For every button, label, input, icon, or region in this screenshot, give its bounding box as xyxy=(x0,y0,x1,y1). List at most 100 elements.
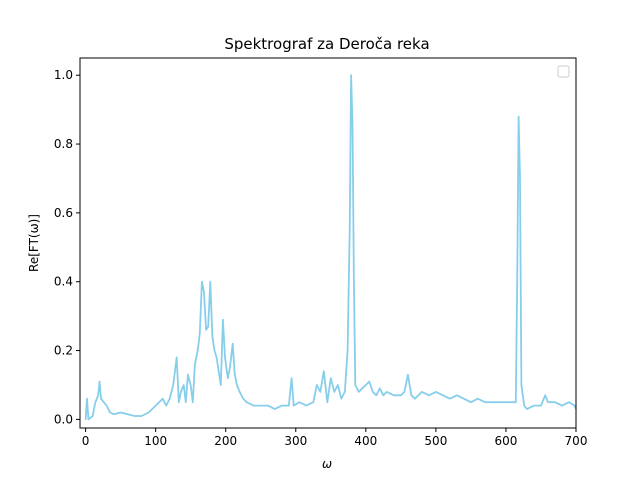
data-point xyxy=(477,398,479,400)
data-point xyxy=(87,418,89,420)
data-point xyxy=(274,408,276,410)
data-point xyxy=(94,401,96,403)
data-point xyxy=(158,401,160,403)
data-point xyxy=(106,405,108,407)
data-point xyxy=(337,384,339,386)
data-point xyxy=(205,329,207,331)
y-tick-label: 0.8 xyxy=(54,137,73,151)
data-point xyxy=(134,415,136,417)
data-point xyxy=(141,415,143,417)
data-point xyxy=(382,394,384,396)
data-point xyxy=(519,177,521,180)
data-point xyxy=(442,394,444,396)
data-point xyxy=(319,391,321,393)
data-point xyxy=(236,384,238,386)
data-point xyxy=(85,418,87,420)
data-point xyxy=(523,405,525,407)
x-tick-label: 600 xyxy=(494,434,517,448)
data-point xyxy=(194,363,196,365)
data-point xyxy=(209,281,211,283)
data-point xyxy=(109,411,111,414)
data-point xyxy=(92,415,94,417)
data-point xyxy=(533,405,535,407)
y-tick-label: 0.4 xyxy=(54,275,73,289)
data-point xyxy=(498,401,500,403)
data-point xyxy=(386,391,388,393)
data-point xyxy=(544,394,546,396)
data-point xyxy=(410,394,412,396)
data-point xyxy=(400,394,402,396)
data-point xyxy=(232,343,234,345)
data-point xyxy=(340,398,342,400)
x-axis-ticks: 0 100 200 300 400 500 600 700 xyxy=(82,428,588,448)
data-point xyxy=(414,398,416,400)
data-point xyxy=(253,405,255,407)
x-tick-label: 700 xyxy=(565,434,588,448)
data-point xyxy=(407,374,409,376)
data-point xyxy=(148,411,150,414)
series-line xyxy=(84,74,577,421)
data-point xyxy=(574,405,576,407)
data-point xyxy=(293,405,295,407)
data-point xyxy=(229,367,231,369)
data-point xyxy=(281,405,283,407)
plot-area xyxy=(84,74,577,421)
data-point xyxy=(456,394,458,396)
data-point xyxy=(178,401,180,403)
data-point xyxy=(353,281,355,283)
data-point xyxy=(421,391,423,393)
chart-title: Spektrograf za Deroča reka xyxy=(224,35,429,53)
data-point xyxy=(368,380,370,383)
data-point xyxy=(515,401,517,403)
data-point xyxy=(234,374,236,376)
data-point xyxy=(323,370,325,372)
data-point xyxy=(113,413,115,415)
data-point xyxy=(435,391,437,393)
x-axis-label: ω xyxy=(322,457,332,471)
data-point xyxy=(518,115,520,118)
data-point xyxy=(333,391,335,393)
data-point xyxy=(449,398,451,400)
data-point xyxy=(218,370,220,372)
data-point xyxy=(298,401,300,403)
data-point xyxy=(463,398,465,400)
data-point xyxy=(213,350,216,352)
x-tick-label: 500 xyxy=(424,434,447,448)
data-point xyxy=(561,405,563,407)
data-point xyxy=(379,387,381,389)
data-point xyxy=(349,229,351,231)
data-point xyxy=(127,413,129,415)
data-point xyxy=(199,332,201,334)
data-point xyxy=(187,374,189,376)
data-point xyxy=(201,281,203,283)
data-point xyxy=(350,74,352,76)
data-point xyxy=(330,377,332,379)
data-point xyxy=(358,391,360,393)
data-point xyxy=(568,401,570,403)
data-point xyxy=(351,122,354,124)
data-point xyxy=(120,411,122,414)
data-point xyxy=(347,350,349,352)
y-axis-label: Re[FT(ω)] xyxy=(27,214,41,272)
data-point xyxy=(312,401,314,403)
data-point xyxy=(316,384,318,386)
legend-box xyxy=(557,65,570,78)
data-point xyxy=(86,398,88,400)
data-point xyxy=(288,405,290,407)
data-point xyxy=(403,391,405,393)
data-point xyxy=(220,384,222,386)
data-point xyxy=(207,325,209,328)
data-point xyxy=(197,350,199,352)
data-point xyxy=(246,401,248,403)
data-point xyxy=(239,391,241,393)
data-point xyxy=(260,405,262,407)
data-point xyxy=(227,377,229,379)
data-point xyxy=(372,391,374,393)
data-point xyxy=(99,380,101,383)
data-point xyxy=(183,384,185,386)
data-point xyxy=(185,401,187,403)
data-point xyxy=(365,384,367,386)
data-point xyxy=(172,384,174,386)
